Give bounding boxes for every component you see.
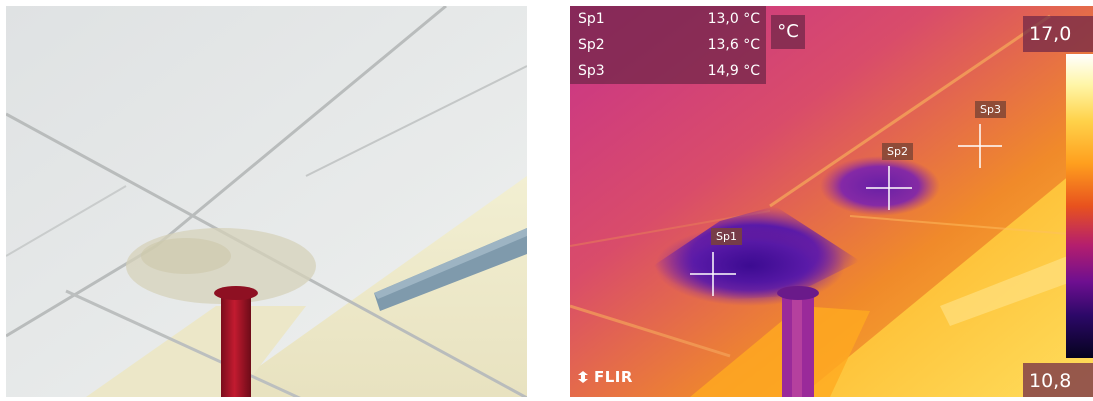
spot-label-sp2: Sp2	[882, 143, 913, 160]
measurement-label: Sp2	[578, 37, 605, 53]
spot-label-sp3: Sp3	[975, 101, 1006, 118]
visible-photo	[6, 6, 527, 397]
measurement-row-sp2: Sp2 13,6 °C	[570, 32, 766, 58]
scale-min-value: 10,8	[1023, 363, 1093, 397]
scale-max-value: 17,0	[1023, 16, 1093, 52]
unit-label: °C	[771, 15, 805, 49]
measurement-table: Sp1 13,0 °C Sp2 13,6 °C Sp3 14,9 °C	[570, 6, 766, 84]
measurement-value: 13,0 °C	[707, 11, 760, 27]
measurement-row-sp1: Sp1 13,0 °C	[570, 6, 766, 32]
flir-logo-text: FLIR	[594, 368, 633, 386]
temperature-colorbar	[1066, 54, 1093, 358]
ceiling-photo-illustration	[6, 6, 527, 397]
measurement-label: Sp3	[578, 63, 605, 79]
measurement-value: 13,6 °C	[707, 37, 760, 53]
spot-label-sp1: Sp1	[711, 228, 742, 245]
flir-logo: FLIR	[576, 368, 633, 386]
measurement-value: 14,9 °C	[707, 63, 760, 79]
flir-logo-icon	[578, 371, 588, 383]
measurement-label: Sp1	[578, 11, 605, 27]
measurement-row-sp3: Sp3 14,9 °C	[570, 58, 766, 84]
thermal-image: Sp1 13,0 °C Sp2 13,6 °C Sp3 14,9 °C °C 1…	[570, 6, 1093, 397]
